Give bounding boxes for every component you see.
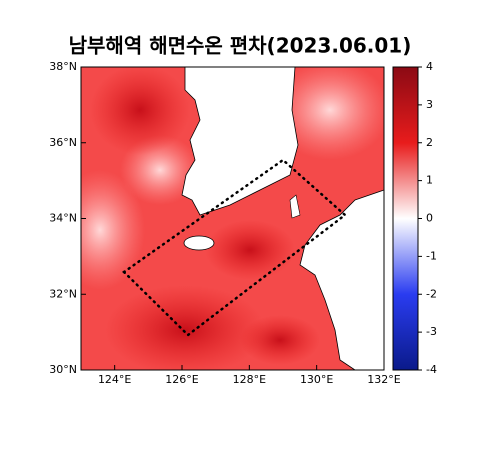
x-tick-label: 132°E [367, 373, 400, 386]
colorbar-tick-label: 0 [426, 212, 433, 225]
map-title: 남부해역 해면수온 편차(2023.06.01) [69, 34, 412, 58]
y-tick-label: 32°N [49, 287, 77, 300]
colorbar-tick-label: 4 [426, 60, 433, 73]
colorbar-tick-label: -2 [426, 287, 437, 300]
colorbar-tick-label: 2 [426, 136, 433, 149]
sst-anomaly-field [81, 67, 384, 370]
colorbar-tick-label: 3 [426, 98, 433, 111]
x-tick-label: 124°E [98, 373, 131, 386]
y-tick-label: 38°N [49, 60, 77, 73]
colorbar-tick-label: -4 [426, 363, 437, 376]
y-tick-label: 30°N [49, 363, 77, 376]
colorbar-tick-label: 1 [426, 174, 433, 187]
x-tick-label: 128°E [233, 373, 266, 386]
colorbar-tick-label: -1 [426, 249, 437, 262]
y-tick-label: 34°N [49, 212, 77, 225]
y-tick-label: 36°N [49, 136, 77, 149]
x-tick-label: 130°E [300, 373, 333, 386]
colorbar-tick-label: -3 [426, 325, 437, 338]
colorbar [392, 66, 419, 371]
x-tick-label: 126°E [165, 373, 198, 386]
